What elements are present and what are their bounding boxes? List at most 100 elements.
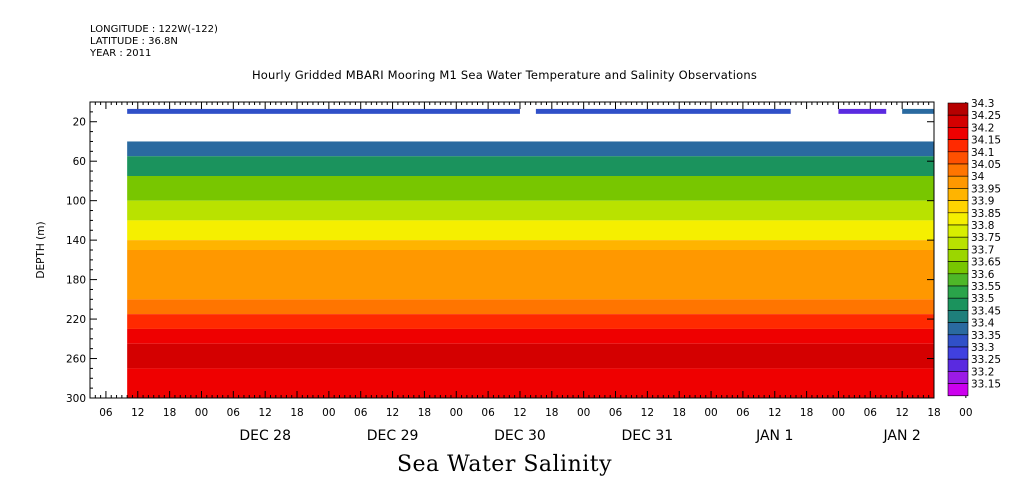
colorbar-swatch — [947, 249, 969, 262]
x-axis: 06 12 18 00 06 12 18 00 06 12 18 00 06 12 18 00 06 12 18 00… — [89, 102, 973, 444]
colorbar-swatch — [947, 346, 969, 360]
salinity-layer — [127, 176, 935, 201]
colorbar-label: 33.55 — [971, 281, 1001, 293]
salinity-layer — [127, 156, 935, 176]
colorbar-label: 34.1 — [971, 147, 994, 159]
colorbar-label: 34.2 — [971, 122, 994, 134]
day-label: DEC 28 — [239, 428, 291, 444]
x-tick-label: 06 — [864, 407, 878, 419]
colorbar-label: 33.35 — [971, 330, 1001, 342]
colorbar-swatch — [947, 334, 969, 348]
y-tick-label: 180 — [66, 275, 86, 287]
colorbar-swatch — [947, 261, 969, 275]
x-tick-label: 00 — [577, 407, 590, 419]
surface-bar-group — [127, 108, 934, 114]
x-tick-label: 12 — [258, 407, 271, 419]
colorbar-label: 33.15 — [971, 379, 1001, 391]
salinity-layer — [127, 141, 935, 157]
colorbar-swatch — [947, 322, 969, 336]
x-tick-label: 00 — [832, 407, 845, 419]
colorbar-label: 33.9 — [971, 196, 994, 208]
colorbar-swatch — [947, 224, 969, 238]
x-tick-label: 18 — [800, 407, 813, 419]
y-tick-label: 260 — [66, 354, 86, 366]
colorbar-swatch — [947, 383, 969, 397]
x-tick-label: 00 — [704, 407, 717, 419]
colorbar-label: 33.2 — [971, 366, 994, 378]
colorbar-swatch — [947, 163, 969, 177]
x-tick-label: 12 — [895, 407, 908, 419]
y-tick-label: 300 — [66, 393, 86, 405]
x-tick-label: 00 — [195, 407, 208, 419]
colorbar-swatch — [947, 151, 969, 165]
colorbar-swatch — [947, 175, 969, 189]
latitude-label: LATITUDE : 36.8N — [90, 36, 178, 47]
day-label: JAN 2 — [883, 428, 921, 444]
colorbar-label: 33.4 — [971, 318, 995, 330]
colorbar-swatch — [947, 371, 969, 384]
colorbar-swatch — [947, 102, 969, 116]
colorbar: 34.334.2534.234.1534.134.053433.9533.933… — [947, 98, 1001, 397]
longitude-label: LONGITUDE : 122W(-122) — [90, 24, 218, 35]
colorbar-label: 33.85 — [971, 208, 1001, 220]
x-tick-label: 18 — [418, 407, 431, 419]
y-tick-label: 60 — [73, 156, 86, 168]
colorbar-label: 33.3 — [971, 342, 994, 354]
x-tick-label: 00 — [959, 407, 972, 419]
x-tick-label: 18 — [163, 407, 176, 419]
colorbar-swatch — [947, 297, 969, 311]
x-tick-label: 18 — [927, 407, 940, 419]
year-label: YEAR : 2011 — [90, 48, 152, 59]
colorbar-label: 33.8 — [971, 220, 994, 232]
colorbar-label: 34.25 — [971, 110, 1001, 122]
salinity-layer — [127, 200, 935, 221]
x-tick-label: 06 — [481, 407, 495, 419]
day-label: DEC 31 — [622, 428, 674, 444]
x-tick-label: 12 — [513, 407, 526, 419]
colorbar-swatch — [947, 273, 969, 287]
colorbar-label: 33.5 — [971, 293, 994, 305]
x-tick-label: 12 — [768, 407, 781, 419]
day-label: DEC 29 — [367, 428, 419, 444]
x-tick-label: 06 — [227, 407, 241, 419]
location-info: LONGITUDE : 122W(-122) LATITUDE : 36.8N … — [90, 24, 218, 60]
x-tick-label: 06 — [609, 407, 623, 419]
colorbar-label: 34.15 — [971, 135, 1001, 147]
colorbar-swatch — [947, 114, 969, 128]
y-tick-label: 20 — [73, 117, 86, 129]
colorbar-swatch — [947, 212, 969, 226]
colorbar-label: 33.95 — [971, 183, 1001, 195]
salinity-layer — [127, 328, 935, 344]
surface-bar-segment — [535, 108, 791, 114]
salinity-layer — [127, 220, 935, 241]
day-label: DEC 30 — [494, 428, 546, 444]
colorbar-label: 33.75 — [971, 232, 1001, 244]
x-tick-label: 12 — [131, 407, 144, 419]
y-tick-label: 100 — [66, 196, 86, 208]
colorbar-swatch — [947, 188, 969, 201]
salinity-layer — [127, 314, 935, 329]
colorbar-swatch — [947, 200, 969, 214]
surface-bar-segment — [838, 108, 887, 114]
x-tick-label: 06 — [736, 407, 750, 419]
x-tick-label: 18 — [545, 407, 558, 419]
x-tick-label: 12 — [386, 407, 399, 419]
colorbar-label: 33.65 — [971, 257, 1001, 269]
x-tick-label: 00 — [450, 407, 463, 419]
colorbar-swatch — [947, 285, 969, 299]
colorbar-label: 34 — [971, 171, 985, 183]
x-tick-label: 18 — [290, 407, 303, 419]
salinity-layer — [127, 240, 935, 250]
x-tick-label: 00 — [322, 407, 335, 419]
salinity-layer — [127, 250, 935, 300]
y-axis-label: DEPTH (m) — [35, 221, 47, 278]
y-axis: 20 60 100 140 180 220 260 300 — [66, 111, 934, 405]
x-tick-label: 18 — [673, 407, 686, 419]
salinity-layer — [127, 299, 935, 315]
surface-bar-segment — [127, 108, 520, 114]
salinity-layer — [127, 343, 935, 369]
colorbar-label: 33.6 — [971, 269, 995, 281]
x-tick-label: 12 — [641, 407, 654, 419]
colorbar-swatch — [947, 139, 969, 153]
chart-title: Hourly Gridded MBARI Mooring M1 Sea Wate… — [251, 68, 758, 82]
